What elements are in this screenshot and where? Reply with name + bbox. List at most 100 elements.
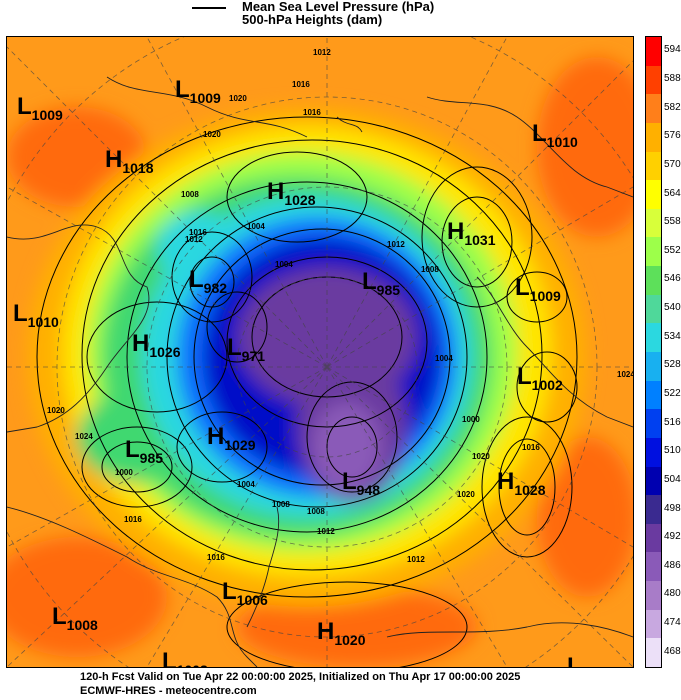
source-credit: ECMWF-HRES - meteocentre.com <box>80 685 257 697</box>
isobar <box>189 256 235 308</box>
map-footer: 120-h Fcst Valid on Tue Apr 22 00:00:00 … <box>80 670 680 698</box>
coastline <box>7 506 258 667</box>
coastline <box>106 76 308 138</box>
colorbar-tick-label: 474 <box>664 617 681 629</box>
colorbar-tick-labels: 594 588 582 576 570 564 558 552 546 540 534 528 522 5… <box>664 36 681 666</box>
map-legend: Mean Sea Level Pressure (hPa) 500-hPa He… <box>186 0 486 30</box>
colorbar-tick-label: 498 <box>664 502 681 514</box>
isobar-value-label: 1024 <box>75 432 93 441</box>
center-pressure-value: 1010 <box>547 134 578 150</box>
low-pressure-center: L1002 <box>517 363 563 393</box>
isobar-value-label: 1012 <box>313 48 331 57</box>
isobar <box>101 441 173 493</box>
height-field <box>7 57 633 667</box>
center-type-letter: L <box>125 436 140 463</box>
low-pressure-center: L1010 <box>532 120 578 150</box>
colorbar-tick-label: 594 <box>664 44 681 56</box>
isobar-value-label: 1000 <box>462 415 480 424</box>
low-pressure-center: L1009 <box>175 76 221 106</box>
colorbar-segment <box>646 94 661 124</box>
center-pressure-value: 1002 <box>532 377 563 393</box>
height-patch-588 <box>537 57 633 237</box>
high-pressure-center: H1031 <box>447 218 496 248</box>
center-type-letter: L <box>162 648 177 667</box>
center-type-letter: L <box>222 578 237 605</box>
isobar-value-label: 1024 <box>617 370 633 379</box>
center-pressure-value: 948 <box>357 482 381 498</box>
low-pressure-center: L1010 <box>13 300 59 330</box>
isobar-value-label: 1012 <box>407 555 425 564</box>
isobar <box>326 416 378 478</box>
colorbar-tick-label: 564 <box>664 187 681 199</box>
center-pressure-value: 1009 <box>32 107 63 123</box>
center-type-letter: H <box>267 178 284 205</box>
colorbar-segment <box>646 581 661 611</box>
colorbar-segment <box>646 37 661 67</box>
isobar-line-sample <box>192 7 226 9</box>
colorbar-tick-label: 576 <box>664 130 681 142</box>
isobar-value-label: 1004 <box>247 222 265 231</box>
center-pressure-value: 1031 <box>464 232 495 248</box>
isobar <box>166 206 468 508</box>
meridian <box>7 186 328 368</box>
meridian <box>7 366 328 548</box>
colorbar-segment <box>646 151 661 181</box>
isobar <box>498 438 556 536</box>
center-pressure-value: 1009 <box>530 288 561 304</box>
colorbar-segment <box>646 65 661 95</box>
weather-map: L1009 L1009 H1018 L1010 H1028 H1031 L982 L985 L1… <box>6 36 634 668</box>
low-pressure-center: L1009 <box>17 93 63 123</box>
high-pressure-center: H1028 <box>497 468 546 498</box>
center-pressure-value: 1028 <box>514 482 545 498</box>
isobar-value-label: 1000 <box>115 468 133 477</box>
isobar-value-label: 1016 <box>189 228 207 237</box>
center-pressure-value: 1008 <box>177 662 208 667</box>
colorbar-segment <box>646 523 661 553</box>
meridian <box>7 366 328 667</box>
colorbar-tick-label: 552 <box>664 244 681 256</box>
isobars <box>36 116 578 667</box>
center-type-letter: L <box>567 653 582 667</box>
isobar-value-label: 1020 <box>457 490 475 499</box>
isobar <box>226 151 368 243</box>
legend-heights-label: 500-hPa Heights (dam) <box>242 12 383 27</box>
isobar-value-label: 1004 <box>435 354 453 363</box>
center-type-letter: L <box>189 266 204 293</box>
low-pressure-center: L1008 <box>52 603 98 633</box>
colorbar-tick-label: 522 <box>664 387 681 399</box>
isobar <box>441 196 513 288</box>
isobar-value-label: 1020 <box>229 94 247 103</box>
isobar <box>86 301 228 413</box>
center-type-letter: L <box>52 603 67 630</box>
center-pressure-value: 971 <box>242 348 266 364</box>
colorbar-segment <box>646 266 661 296</box>
isobar-value-label: 1016 <box>292 80 310 89</box>
colorbar-tick-label: 558 <box>664 216 681 228</box>
meridian <box>326 366 508 667</box>
low-pressure-center: L985 <box>362 268 400 298</box>
isobar <box>193 228 451 486</box>
center-type-letter: H <box>207 423 224 450</box>
colorbar-tick-label: 516 <box>664 416 681 428</box>
center-type-letter: L <box>532 120 547 147</box>
center-type-letter: L <box>175 76 190 103</box>
center-type-letter: L <box>227 334 242 361</box>
height-colorbar <box>645 36 662 668</box>
isobar <box>226 581 468 667</box>
colorbar-segment <box>646 237 661 267</box>
center-pressure-value: 1026 <box>149 344 180 360</box>
isobar <box>506 271 568 323</box>
center-pressure-value: 1020 <box>334 632 365 648</box>
isobar <box>81 139 543 571</box>
isobar-value-label: 1008 <box>181 190 199 199</box>
isobar-value-label: 1004 <box>275 260 293 269</box>
isobar <box>171 231 253 323</box>
isobar-value-label: 1008 <box>272 500 290 509</box>
colorbar-segment <box>646 638 661 668</box>
height-patch-588 <box>237 587 477 667</box>
meridian <box>326 60 633 368</box>
coastline <box>336 116 363 133</box>
isobar-value-label: 1008 <box>421 265 439 274</box>
colorbar-segment <box>646 552 661 582</box>
colorbar-tick-label: 546 <box>664 273 681 285</box>
